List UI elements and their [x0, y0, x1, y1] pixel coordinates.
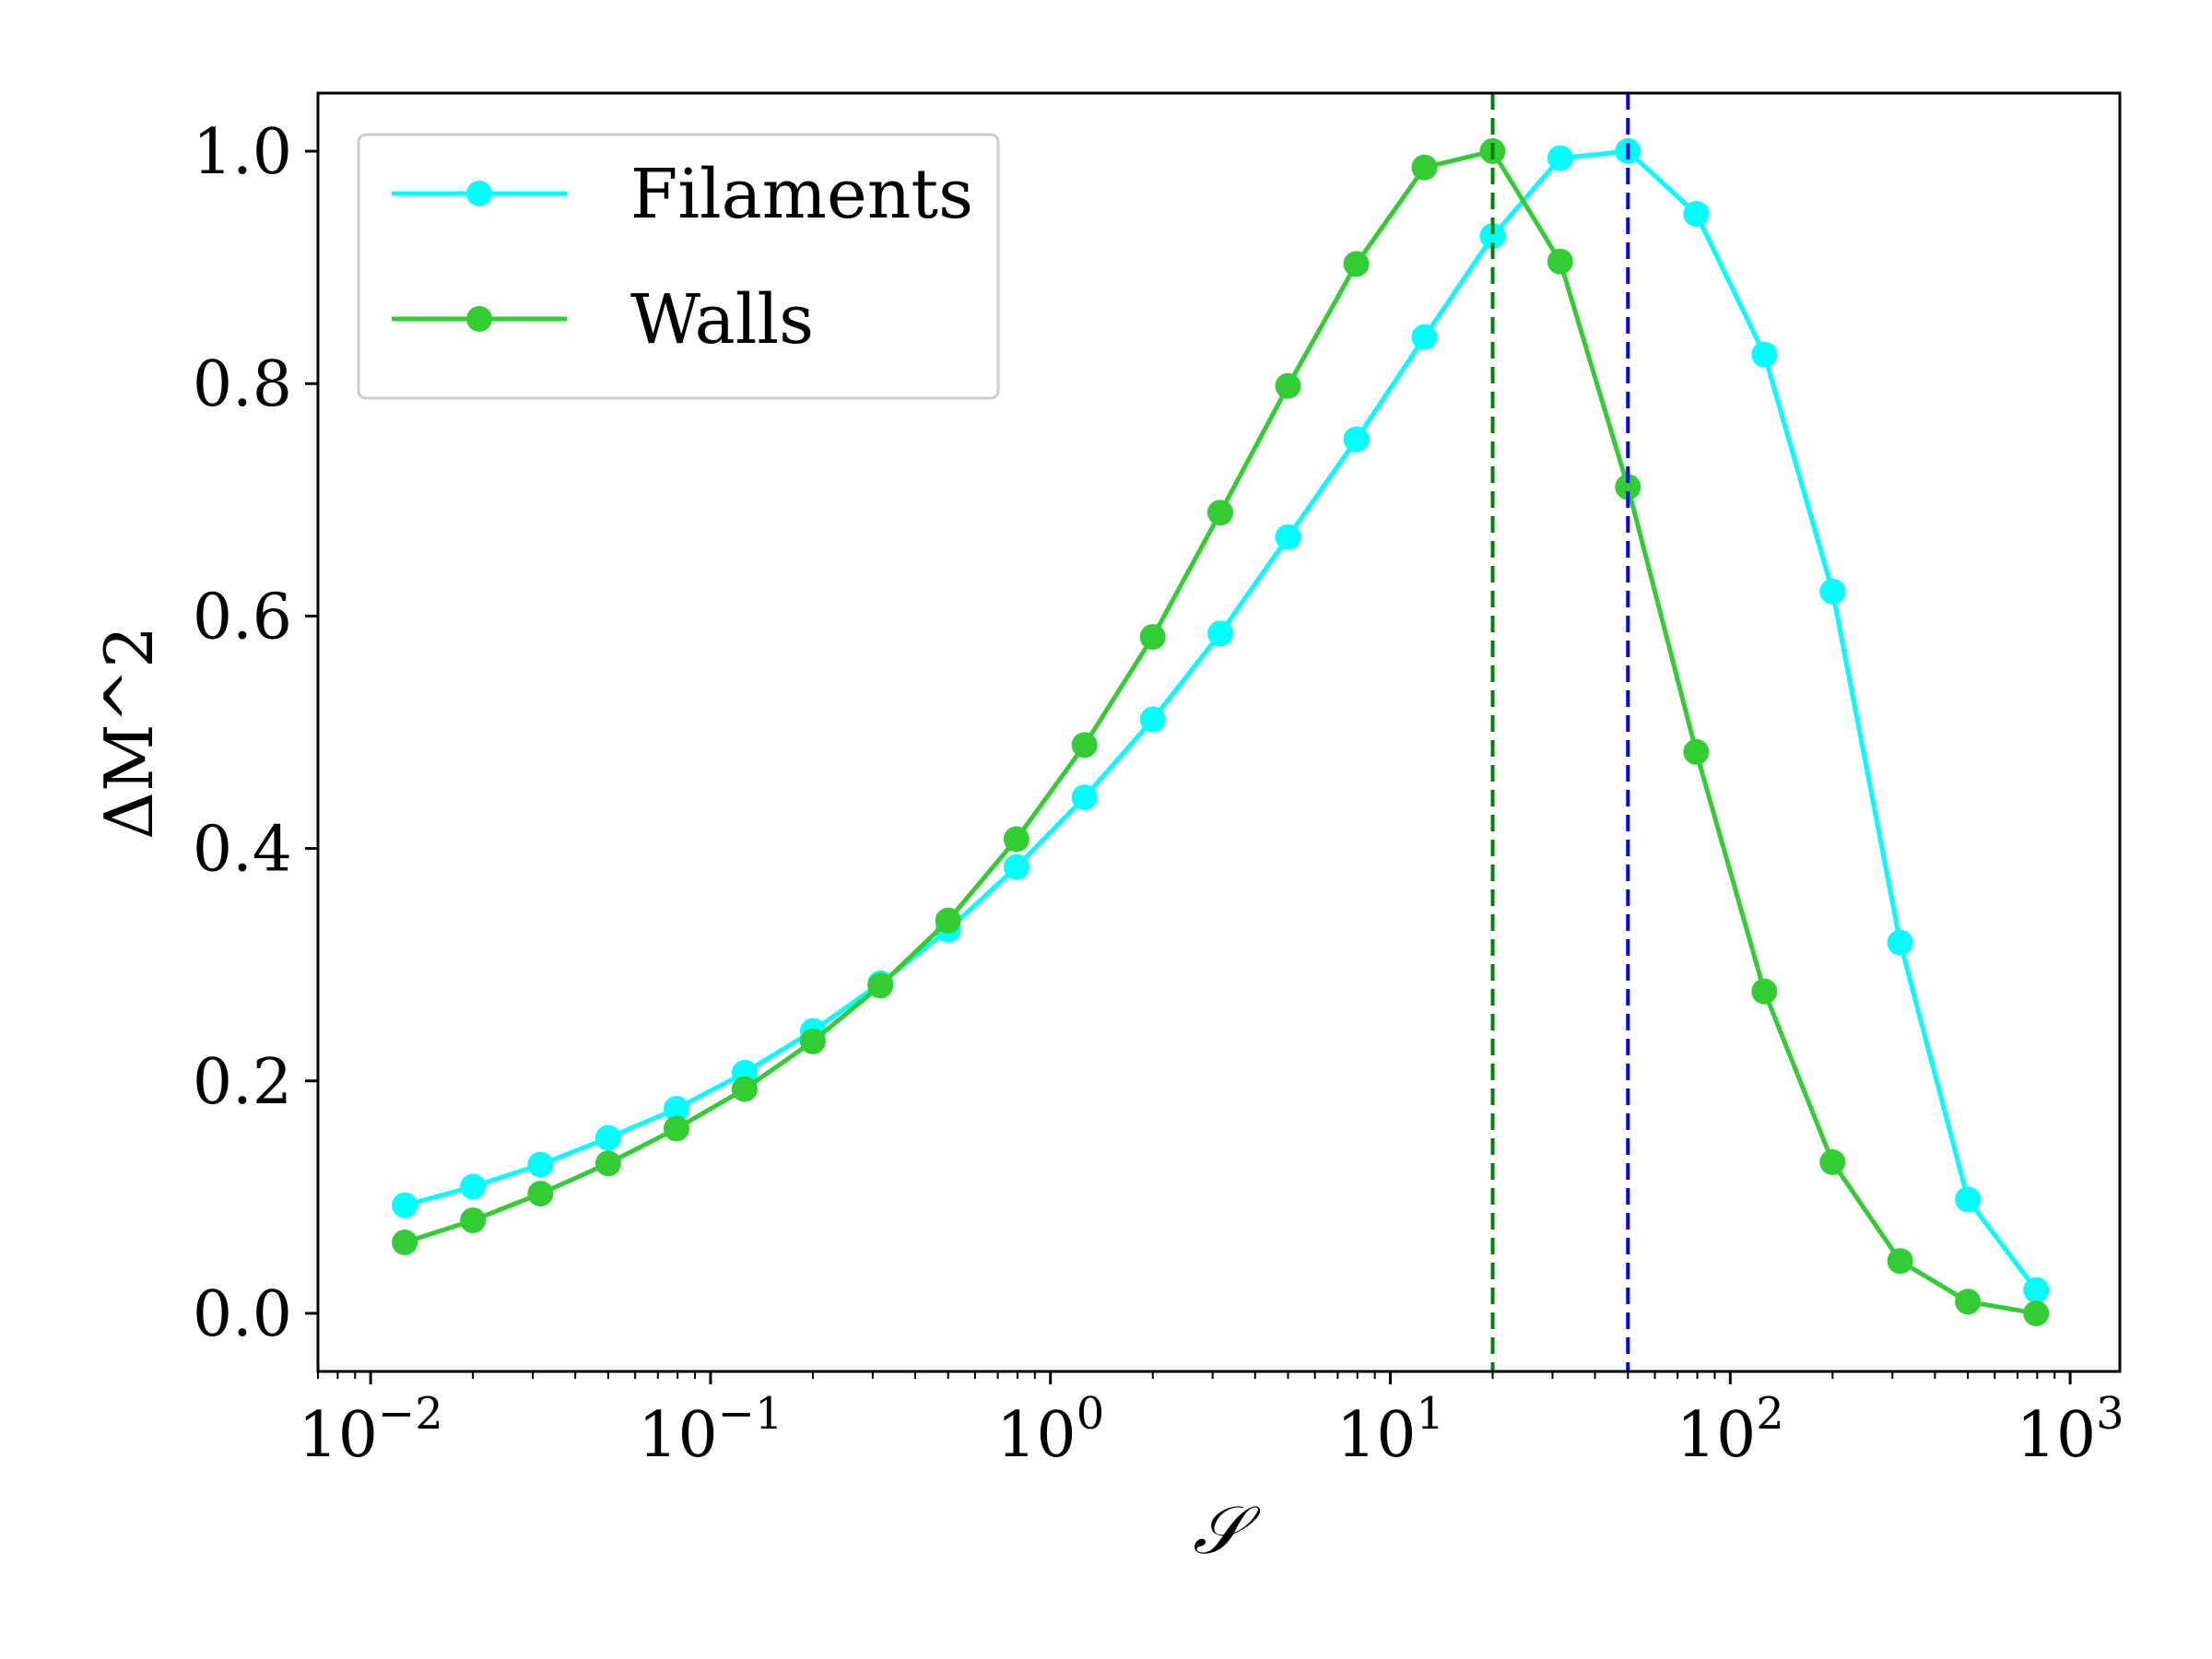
data-point-walls — [1547, 248, 1573, 275]
data-point-filaments — [1139, 706, 1166, 733]
data-point-filaments — [1887, 929, 1913, 956]
data-point-filaments — [1819, 578, 1846, 605]
legend-box — [357, 133, 1000, 400]
data-point-walls — [1411, 154, 1438, 181]
data-point-walls — [2023, 1300, 2050, 1326]
data-point-filaments — [1751, 341, 1778, 368]
legend: Filaments Walls — [357, 133, 1000, 400]
y-tick-label: 0.2 — [193, 1046, 292, 1119]
x-tick-label: 100 — [996, 1388, 1104, 1472]
data-point-filaments — [1411, 324, 1438, 350]
x-axis-label: 𝒮 — [1193, 1491, 1261, 1569]
data-point-walls — [867, 972, 894, 999]
data-point-filaments — [1547, 145, 1573, 171]
data-point-walls — [1751, 978, 1778, 1005]
y-axis: 0.0 0.2 0.4 0.6 0.8 1.0 — [193, 116, 318, 1351]
data-point-walls — [731, 1076, 758, 1102]
plot-area — [392, 93, 2050, 1371]
data-point-filaments — [460, 1173, 487, 1200]
data-point-filaments — [1343, 426, 1370, 453]
y-axis-label: ΔM^2 — [90, 626, 168, 840]
y-tick-label: 1.0 — [193, 116, 292, 189]
data-point-filaments — [664, 1096, 689, 1122]
data-point-walls — [527, 1181, 554, 1207]
data-point-filaments — [594, 1124, 621, 1151]
x-tick-label: 102 — [1677, 1388, 1784, 1472]
y-tick-label: 0.8 — [193, 348, 292, 421]
legend-marker-walls — [466, 306, 492, 332]
data-point-walls — [1955, 1288, 1982, 1315]
data-point-walls — [1207, 500, 1233, 526]
x-tick-label: 10−2 — [298, 1388, 442, 1472]
data-point-filaments — [1955, 1186, 1982, 1213]
data-point-walls — [392, 1230, 418, 1255]
data-point-filaments — [1207, 620, 1233, 647]
legend-label-filaments: Filaments — [630, 155, 973, 234]
y-tick-label: 0.0 — [193, 1278, 292, 1351]
data-point-walls — [1683, 738, 1710, 765]
data-point-filaments — [1683, 201, 1710, 228]
data-point-walls — [1819, 1149, 1846, 1175]
data-point-filaments — [1003, 853, 1030, 880]
x-tick-label: 103 — [2017, 1388, 2124, 1472]
data-point-walls — [799, 1028, 826, 1054]
y-tick-label: 0.6 — [193, 581, 292, 653]
plot-frame — [316, 91, 2122, 1373]
x-axis: 10−2 10−1 100 101 102 103 — [298, 1371, 2124, 1472]
data-point-walls — [460, 1207, 487, 1234]
data-point-walls — [1071, 732, 1098, 759]
data-point-walls — [594, 1150, 621, 1177]
x-tick-label: 101 — [1336, 1388, 1444, 1472]
data-point-walls — [1139, 624, 1166, 651]
y-tick-label: 0.4 — [193, 814, 292, 887]
data-point-walls — [1343, 251, 1370, 277]
data-point-walls — [1275, 372, 1301, 399]
data-point-filaments — [392, 1192, 418, 1218]
data-point-walls — [1615, 474, 1641, 500]
legend-marker-filaments — [466, 181, 492, 206]
x-tick-label: 10−1 — [638, 1388, 782, 1472]
data-point-walls — [664, 1115, 689, 1142]
data-point-walls — [1003, 826, 1030, 853]
data-point-filaments — [1275, 524, 1301, 550]
legend-label-walls: Walls — [630, 280, 814, 359]
data-point-walls — [935, 907, 961, 934]
data-point-filaments — [2023, 1277, 2050, 1303]
data-point-filaments — [1071, 784, 1098, 811]
data-point-filaments — [527, 1151, 554, 1178]
data-point-filaments — [1479, 223, 1506, 250]
data-point-walls — [1887, 1248, 1913, 1275]
